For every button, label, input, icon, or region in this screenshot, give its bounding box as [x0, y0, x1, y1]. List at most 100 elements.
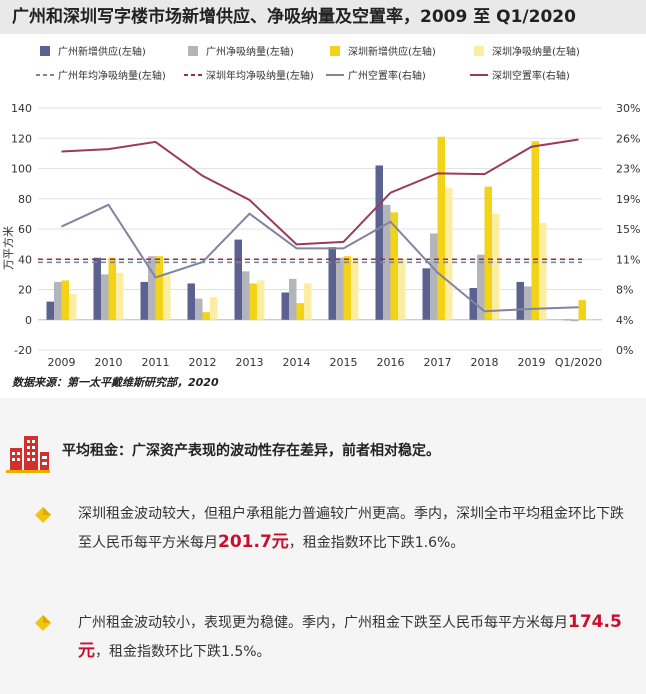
bar — [108, 257, 116, 320]
bar — [116, 272, 124, 320]
bar — [578, 300, 586, 320]
series-line — [61, 138, 579, 246]
bar — [249, 283, 257, 320]
bar — [437, 136, 445, 320]
bar — [398, 259, 406, 320]
paragraph-text: ，租金指数环比下跌1.5%。 — [95, 644, 271, 660]
y-axis-label: 万平方米 — [1, 226, 15, 270]
diamond-bullet-icon — [35, 507, 51, 523]
legend-label: 深圳空置率(右轴) — [492, 69, 570, 82]
legend-swatch — [330, 46, 340, 56]
legend-label: 广州净吸纳量(左轴) — [206, 45, 294, 58]
bar — [539, 222, 547, 320]
legend-swatch — [40, 46, 50, 56]
x-tick-label: 2014 — [283, 356, 311, 369]
bar — [210, 297, 218, 320]
bar — [61, 280, 69, 320]
y-tick-label: 100 — [11, 163, 32, 176]
paragraph-guangzhou: 广州租金波动较小，表现更为稳健。季内，广州租金下跌至人民币每平方米每月174.5… — [78, 608, 626, 666]
y-tick-label: 80 — [18, 193, 32, 206]
y-tick-label: -20 — [14, 344, 32, 357]
y2-tick-label: 23% — [616, 163, 640, 176]
y2-tick-label: 15% — [616, 223, 640, 236]
bar — [586, 319, 594, 321]
bar — [492, 213, 500, 320]
rent-value-guangzhou: 174.5元 — [78, 612, 622, 661]
y2-tick-label: 4% — [616, 314, 633, 327]
bar — [531, 141, 539, 320]
bar — [563, 319, 571, 321]
y-tick-label: 120 — [11, 132, 32, 145]
y-tick-label: 20 — [18, 284, 32, 297]
paragraph-text: ，租金指数环比下跌1.6%。 — [288, 535, 465, 551]
chart-title: 广州和深圳写字楼市场新增供应、净吸纳量及空置率，2009 至 Q1/2020 — [0, 0, 646, 34]
bar — [257, 280, 265, 320]
x-tick-label: 2016 — [377, 356, 405, 369]
x-tick-label: 2019 — [518, 356, 546, 369]
x-tick-label: 2018 — [471, 356, 499, 369]
bar — [571, 319, 579, 322]
legend-label: 深圳新增供应(左轴) — [348, 45, 436, 58]
legend-swatch — [474, 46, 484, 56]
bar — [195, 298, 203, 320]
bar — [524, 286, 532, 320]
y-tick-label: 0 — [25, 314, 32, 327]
bar — [148, 256, 156, 320]
bar — [343, 256, 351, 320]
bar — [336, 257, 344, 320]
paragraph-shenzhen: 深圳租金波动较大，但租户承租能力普遍较广州更高。季内，深圳全市平均租金环比下跌至… — [78, 500, 626, 557]
x-tick-label: 2012 — [189, 356, 217, 369]
bar — [234, 239, 242, 320]
x-tick-label: 2017 — [424, 356, 452, 369]
x-tick-label: Q1/2020 — [555, 356, 602, 369]
bar — [46, 301, 54, 320]
bar — [54, 281, 62, 320]
bar — [390, 212, 398, 320]
bar — [93, 257, 101, 320]
bar — [328, 247, 336, 320]
bar — [422, 268, 430, 320]
bar — [289, 278, 297, 320]
legend-label: 广州年均净吸纳量(左轴) — [58, 69, 166, 82]
diamond-bullet-icon — [35, 615, 51, 631]
bar — [281, 292, 289, 320]
source-note: 数据来源：第一太平戴维斯研究部，2020 — [12, 376, 219, 389]
bar — [155, 256, 163, 320]
paragraph-text: 广州租金波动较小，表现更为稳健。季内，广州租金下跌至人民币每平方米每月 — [78, 615, 568, 631]
y-tick-label: 140 — [11, 102, 32, 115]
bar — [101, 274, 109, 320]
y2-tick-label: 26% — [616, 132, 640, 145]
bar — [296, 303, 304, 320]
y-tick-label: 60 — [18, 223, 32, 236]
legend-swatch — [188, 46, 198, 56]
bar — [516, 281, 524, 320]
legend-label: 广州空置率(右轴) — [348, 69, 426, 82]
y2-tick-label: 30% — [616, 102, 640, 115]
bar — [469, 287, 477, 320]
bar — [484, 186, 492, 320]
y2-tick-label: 11% — [616, 253, 640, 266]
rent-value-shenzhen: 201.7元 — [218, 532, 289, 552]
legend-label: 深圳年均净吸纳量(左轴) — [206, 69, 314, 82]
legend-label: 深圳净吸纳量(左轴) — [492, 45, 580, 58]
series-line — [61, 203, 579, 313]
bar — [69, 294, 77, 320]
bar — [242, 271, 250, 320]
x-tick-label: 2009 — [48, 356, 76, 369]
bar — [140, 281, 148, 320]
bar — [383, 204, 391, 320]
paragraph-text: 深圳租金波动较大，但租户承租能力普遍较广州更高。季内，深圳全市平均租金环比下跌至… — [78, 506, 624, 551]
x-tick-label: 2013 — [236, 356, 264, 369]
chart: 广州新增供应(左轴) 广州净吸纳量(左轴) 深圳新增供应(左轴) 深圳净吸纳量(左轴)… — [1, 45, 640, 369]
bar — [430, 233, 438, 320]
x-tick-label: 2015 — [330, 356, 358, 369]
legend-label: 广州新增供应(左轴) — [58, 45, 146, 58]
y2-tick-label: 0% — [616, 344, 633, 357]
summary-section: 平均租金：广深资产表现的波动性存在差异，前者相对稳定。 深圳租金波动较大，但租户… — [0, 398, 646, 694]
bar — [163, 272, 171, 320]
bar — [477, 254, 485, 320]
bar — [202, 312, 210, 320]
building-icon — [6, 436, 50, 473]
bar — [351, 257, 359, 320]
y-tick-label: 40 — [18, 253, 32, 266]
